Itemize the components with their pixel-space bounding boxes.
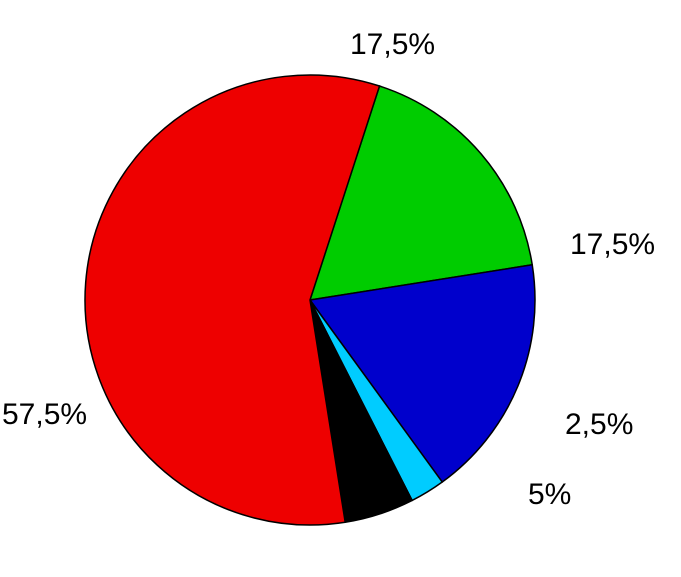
slice-label: 5%	[528, 480, 571, 510]
pie-chart: 17,5% 17,5% 2,5% 5% 57,5%	[0, 0, 681, 577]
slice-label: 2,5%	[565, 410, 633, 440]
slice-label: 57,5%	[2, 400, 87, 430]
slice-label: 17,5%	[350, 30, 435, 60]
pie-chart-svg	[0, 0, 681, 577]
slice-label: 17,5%	[570, 230, 655, 260]
